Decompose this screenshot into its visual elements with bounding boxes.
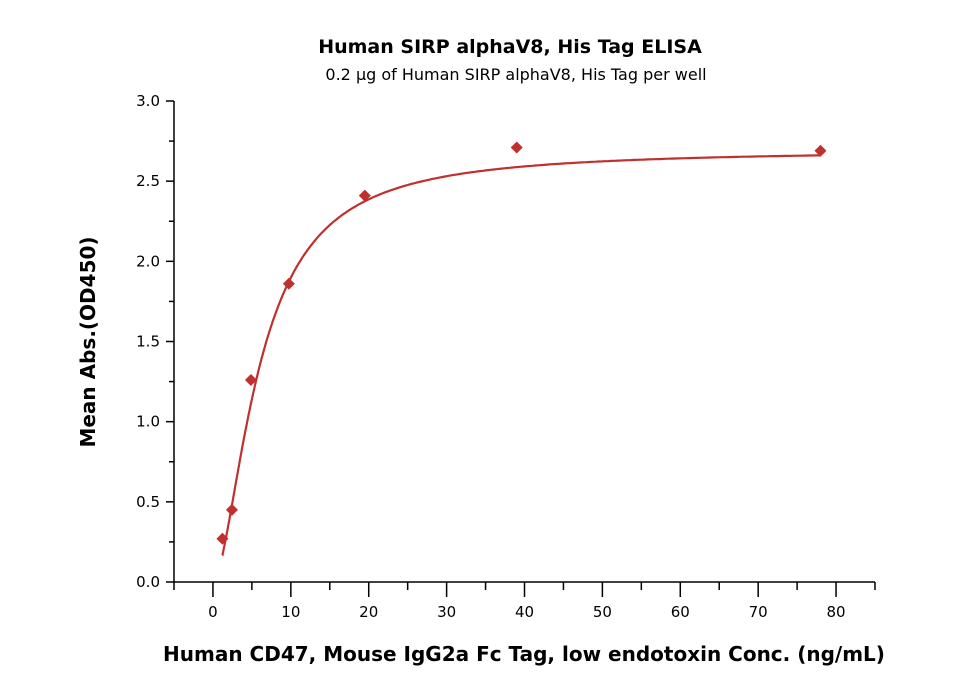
x-tick-label: 30	[437, 603, 456, 621]
chart-title: Human SIRP alphaV8, His Tag ELISA	[318, 36, 702, 58]
data-point	[814, 144, 827, 157]
data-point	[358, 189, 371, 202]
y-tick-label: 1.5	[136, 333, 160, 351]
x-tick-label: 60	[671, 603, 690, 621]
x-tick-label: 70	[749, 603, 768, 621]
data-point	[216, 532, 229, 545]
x-tick-label: 80	[827, 603, 846, 621]
x-tick-label: 10	[281, 603, 300, 621]
y-tick-label: 3.0	[136, 92, 160, 110]
y-tick-label: 1.0	[136, 413, 160, 431]
data-point	[244, 373, 257, 386]
y-axis-label: Mean Abs.(OD450)	[76, 236, 100, 447]
x-tick-label: 40	[515, 603, 534, 621]
chart-subtitle: 0.2 μg of Human SIRP alphaV8, His Tag pe…	[325, 65, 706, 84]
y-tick-label: 2.5	[136, 172, 160, 190]
x-tick-label: 50	[593, 603, 612, 621]
x-tick-label: 0	[208, 603, 218, 621]
fit-curve	[221, 154, 821, 557]
x-axis-label: Human CD47, Mouse IgG2a Fc Tag, low endo…	[163, 642, 885, 666]
y-tick-label: 0.0	[136, 573, 160, 591]
y-tick-label: 2.0	[136, 252, 160, 270]
x-tick-label: 20	[359, 603, 378, 621]
data-point	[282, 277, 295, 290]
data-point	[225, 503, 238, 516]
y-tick-label: 0.5	[136, 493, 160, 511]
data-point	[510, 141, 523, 154]
